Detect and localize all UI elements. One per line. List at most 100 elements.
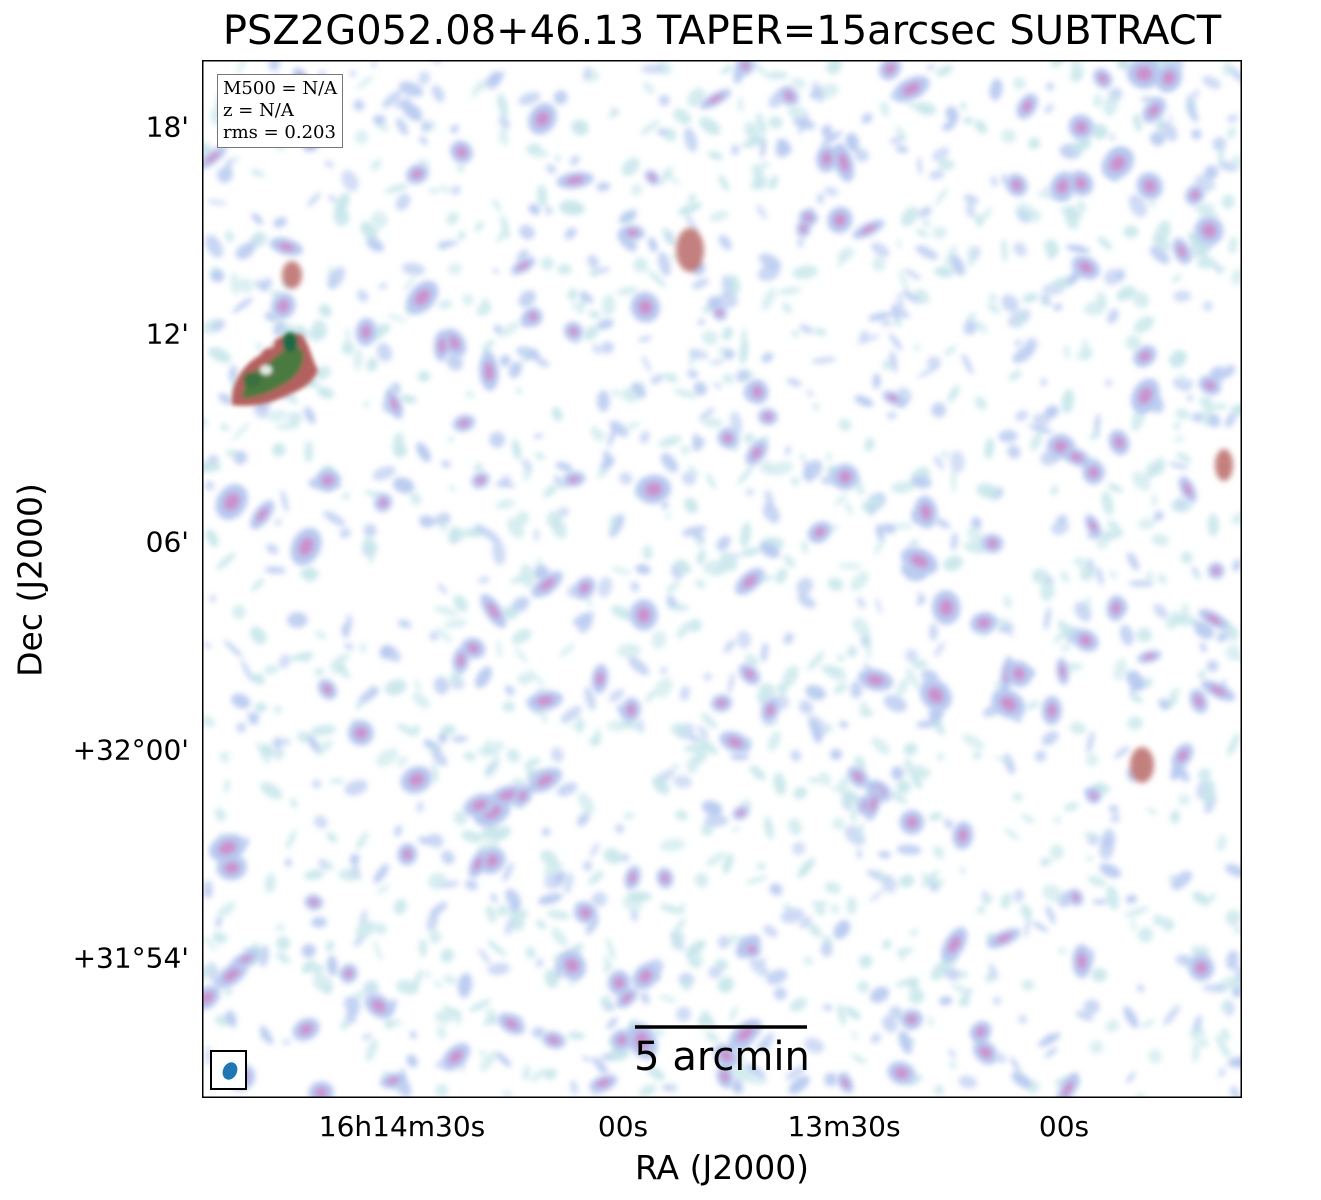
noise-speck	[1069, 70, 1083, 83]
noise-speck	[463, 528, 483, 538]
noise-speck	[1057, 620, 1076, 639]
noise-speck	[700, 712, 718, 730]
noise-speck	[206, 1045, 211, 1066]
noise-speck	[525, 143, 542, 155]
noise-speck	[249, 626, 267, 645]
noise-speck	[355, 920, 376, 940]
noise-speck	[861, 113, 873, 124]
noise-speck	[700, 823, 714, 836]
noise-speck	[782, 665, 799, 688]
noise-speck	[1169, 350, 1187, 368]
noise-speck	[666, 581, 680, 593]
noise-speck	[1128, 580, 1154, 587]
noise-speck	[453, 594, 468, 613]
noise-speck	[1016, 309, 1026, 329]
noise-speck	[1173, 290, 1192, 302]
noise-speck	[325, 940, 335, 952]
noise-speck	[564, 227, 577, 240]
noise-speck	[681, 525, 707, 537]
noise-speck	[1199, 396, 1213, 408]
noise-speck	[1045, 905, 1056, 924]
noise-speck	[676, 621, 692, 639]
noise-speck	[587, 254, 599, 269]
noise-speck	[551, 927, 568, 947]
noise-speck	[1119, 624, 1134, 646]
noise-speck	[764, 816, 774, 840]
noise-speck	[896, 780, 911, 794]
noise-speck	[837, 563, 863, 569]
noise-speck	[607, 109, 620, 119]
noise-speck	[433, 606, 459, 616]
noise-speck	[659, 994, 677, 1003]
noise-speck	[988, 963, 998, 980]
noise-speck	[760, 138, 767, 159]
noise-speck	[1059, 571, 1070, 583]
noise-speck	[1188, 232, 1210, 251]
noise-speck	[281, 489, 289, 513]
noise-speck	[522, 1065, 531, 1081]
noise-speck	[1172, 613, 1190, 625]
noise-speck	[485, 905, 497, 923]
noise-speck	[652, 776, 670, 795]
noise-speck	[223, 987, 233, 996]
noise-speck	[417, 370, 431, 382]
noise-speck	[1066, 244, 1090, 254]
noise-speck	[205, 529, 219, 548]
noise-speck	[681, 471, 696, 486]
emission-blob-core	[256, 507, 269, 522]
noise-speck	[641, 64, 665, 74]
emission-blob-core	[637, 299, 653, 315]
noise-speck	[290, 652, 315, 662]
noise-speck	[1231, 404, 1242, 416]
noise-speck	[854, 756, 866, 771]
noise-speck	[1093, 94, 1103, 108]
noise-speck	[217, 901, 236, 918]
noise-speck	[859, 330, 869, 342]
noise-speck	[622, 896, 643, 912]
noise-speck	[701, 1010, 715, 1029]
noise-speck	[673, 389, 698, 399]
noise-speck	[589, 269, 597, 278]
noise-speck	[785, 445, 791, 456]
noise-speck	[857, 981, 869, 993]
noise-speck	[698, 737, 718, 755]
noise-speck	[387, 314, 406, 323]
noise-speck	[1175, 408, 1191, 420]
noise-speck	[593, 1056, 608, 1075]
noise-speck	[633, 257, 648, 273]
noise-speck	[1108, 805, 1119, 813]
noise-speck	[758, 1032, 775, 1051]
noise-speck	[401, 262, 426, 276]
noise-speck	[497, 92, 508, 118]
noise-speck	[314, 630, 328, 640]
noise-speck	[1097, 236, 1112, 250]
noise-speck	[396, 755, 408, 768]
emission-blob-core	[715, 308, 724, 317]
emission-blob-core	[565, 957, 580, 973]
noise-speck	[683, 744, 707, 753]
noise-speck	[787, 106, 797, 116]
emission-blob-core	[803, 213, 814, 222]
noise-speck	[680, 444, 690, 456]
compact-source	[282, 261, 302, 289]
emission-blob-core	[455, 146, 468, 158]
noise-speck	[585, 595, 594, 608]
noise-speck	[691, 278, 710, 290]
emission-blob-core	[905, 1014, 918, 1025]
noise-speck	[436, 1060, 444, 1069]
noise-speck	[1229, 979, 1241, 989]
emission-blob-core	[205, 151, 220, 164]
noise-speck	[702, 417, 723, 428]
noise-speck	[623, 812, 635, 820]
noise-speck	[1226, 950, 1239, 970]
noise-speck	[560, 706, 582, 724]
noise-speck	[1091, 968, 1108, 982]
noise-speck	[453, 810, 468, 826]
noise-speck	[1074, 601, 1092, 622]
noise-speck	[494, 482, 516, 488]
noise-speck	[1039, 858, 1053, 867]
noise-speck	[428, 745, 442, 752]
noise-speck	[275, 923, 286, 932]
noise-speck	[290, 798, 297, 809]
noise-speck	[1044, 103, 1054, 114]
